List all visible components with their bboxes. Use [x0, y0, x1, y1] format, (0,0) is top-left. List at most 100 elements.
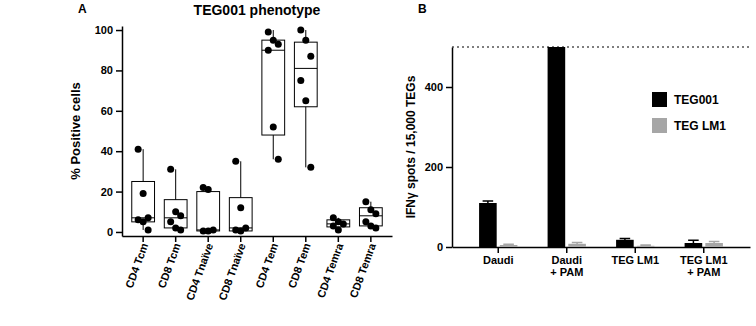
plot-area	[479, 47, 723, 247]
x-tick: TEG LM1+ PAM	[680, 247, 728, 278]
data-point	[372, 210, 379, 217]
box	[262, 40, 285, 135]
data-point	[237, 204, 244, 211]
x-tick: CD4 Tnaïve	[183, 236, 215, 302]
data-point	[297, 77, 304, 84]
x-tick-mark	[338, 236, 340, 242]
bar	[479, 203, 497, 247]
y-axis-line	[452, 48, 454, 248]
y-tick-mark	[116, 30, 122, 32]
x-tick-label: Daudi	[483, 254, 514, 266]
x-tick: Daudi+ PAM	[550, 247, 583, 278]
y-tick-label: 200	[425, 161, 443, 173]
data-point	[167, 218, 174, 225]
error-bar	[572, 243, 583, 245]
y-axis-title: % Positive cells	[68, 82, 83, 180]
x-tick-mark	[635, 247, 637, 253]
y-axis: 0 200 400	[425, 48, 453, 254]
y-axis-title: IFNγ spots / 15,000 TEGs	[404, 75, 418, 218]
legend: TEG001 TEG LM1	[652, 92, 726, 133]
data-point	[140, 218, 147, 225]
x-tick-mark	[240, 236, 242, 242]
y-tick-label: 40	[101, 145, 113, 157]
y-tick: 40	[101, 145, 122, 157]
data-point	[307, 164, 314, 171]
median	[294, 68, 317, 69]
data-point	[135, 146, 142, 153]
data-point	[302, 97, 309, 104]
y-tick-mark	[116, 232, 122, 234]
x-tick-label: CD4 Tem	[253, 241, 280, 289]
y-tick: 80	[101, 64, 122, 76]
x-tick: CD8 Tnaïve	[216, 236, 248, 302]
x-tick: CD4 Temra	[315, 236, 346, 299]
x-tick-label: CD8 Tem	[286, 241, 313, 289]
panel-label: A	[78, 2, 87, 16]
legend-label: TEG001	[674, 93, 719, 107]
y-tick: 0	[437, 241, 452, 253]
box	[197, 192, 220, 231]
x-tick-label-line: Daudi	[551, 254, 582, 266]
y-tick-mark	[446, 167, 452, 169]
y-tick-mark	[446, 247, 452, 249]
error-bar	[483, 201, 494, 205]
data-point	[372, 224, 379, 231]
data-point	[205, 227, 212, 234]
x-axis: DaudiDaudi+ PAMTEG LM1TEG LM1+ PAM	[453, 247, 751, 278]
x-tick: CD8 Temra	[347, 236, 378, 299]
x-axis-line	[123, 236, 393, 238]
box	[294, 42, 317, 107]
x-tick: CD8 Tcm	[155, 236, 182, 290]
y-tick-label: 0	[437, 241, 443, 253]
box	[164, 200, 187, 228]
x-tick-label: CD8 Tnaïve	[216, 241, 248, 301]
x-tick-mark	[273, 236, 275, 242]
data-point	[237, 227, 244, 234]
data-point	[140, 190, 147, 197]
legend-item: TEG LM1	[652, 118, 726, 133]
x-tick-mark	[207, 236, 209, 242]
y-tick: 20	[101, 186, 122, 198]
data-point	[167, 166, 174, 173]
x-tick-mark	[305, 236, 307, 242]
data-point	[205, 186, 212, 193]
y-tick: 0	[107, 226, 122, 238]
error-bar	[640, 245, 651, 247]
y-tick: 400	[425, 81, 452, 93]
data-point	[265, 47, 272, 54]
y-tick-label: 60	[101, 105, 113, 117]
x-tick: CD4 Tem	[253, 236, 280, 290]
x-tick-label: CD4 Tcm	[123, 241, 150, 289]
y-tick: 100	[95, 24, 122, 36]
y-tick-mark	[116, 151, 122, 153]
figure: ATEG001 phenotype% Positive cells0204060…	[0, 0, 756, 326]
y-tick-label: 100	[95, 24, 113, 36]
x-tick: CD4 Tcm	[123, 236, 150, 290]
legend-swatch	[652, 92, 667, 107]
data-point	[177, 212, 184, 219]
x-tick-label: TEG LM1	[611, 254, 659, 266]
data-point	[265, 29, 272, 36]
error-bar	[709, 241, 720, 244]
error-bar	[503, 244, 514, 246]
x-tick-mark	[370, 236, 372, 242]
data-point	[275, 156, 282, 163]
y-tick-mark	[116, 191, 122, 193]
y-axis-line	[122, 27, 124, 237]
y-tick-mark	[116, 70, 122, 72]
error-bar	[688, 240, 699, 246]
box	[132, 181, 155, 221]
x-tick-label-line: + PAM	[687, 266, 720, 278]
x-tick-mark	[566, 247, 568, 253]
bar	[500, 245, 518, 247]
x-tick-mark	[142, 236, 144, 242]
x-tick-label: TEG LM1+ PAM	[680, 254, 728, 279]
x-tick-label-line: Daudi	[483, 254, 514, 266]
x-tick-mark	[703, 247, 705, 253]
y-tick-mark	[446, 87, 452, 89]
legend-item: TEG001	[652, 92, 719, 107]
x-tick: CD8 Tem	[286, 236, 313, 290]
legend-label: TEG LM1	[674, 119, 726, 133]
y-tick-label: 400	[425, 81, 443, 93]
bar	[637, 246, 655, 247]
